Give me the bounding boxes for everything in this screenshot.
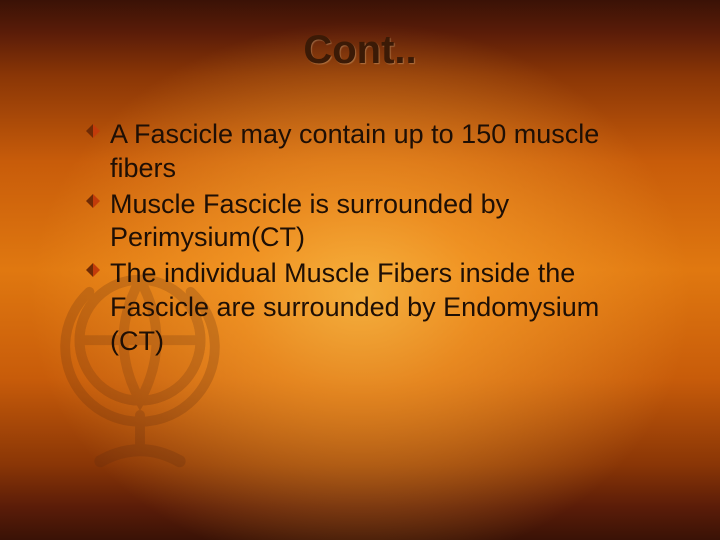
slide-title: Cont..	[0, 28, 720, 73]
list-item: The individual Muscle Fibers inside the …	[86, 257, 660, 358]
diamond-bullet-icon	[86, 263, 100, 277]
list-item-text: Muscle Fascicle is surrounded by Perimys…	[110, 189, 509, 253]
list-item-text: The individual Muscle Fibers inside the …	[110, 258, 599, 356]
list-item-text: A Fascicle may contain up to 150 muscle …	[110, 119, 599, 183]
list-item: A Fascicle may contain up to 150 muscle …	[86, 118, 660, 186]
diamond-bullet-icon	[86, 194, 100, 208]
diamond-bullet-icon	[86, 124, 100, 138]
bullet-list: A Fascicle may contain up to 150 muscle …	[86, 118, 660, 358]
slide: Cont.. A Fascicle may contain up to 150 …	[0, 0, 720, 540]
slide-body: A Fascicle may contain up to 150 muscle …	[86, 118, 660, 360]
list-item: Muscle Fascicle is surrounded by Perimys…	[86, 188, 660, 256]
